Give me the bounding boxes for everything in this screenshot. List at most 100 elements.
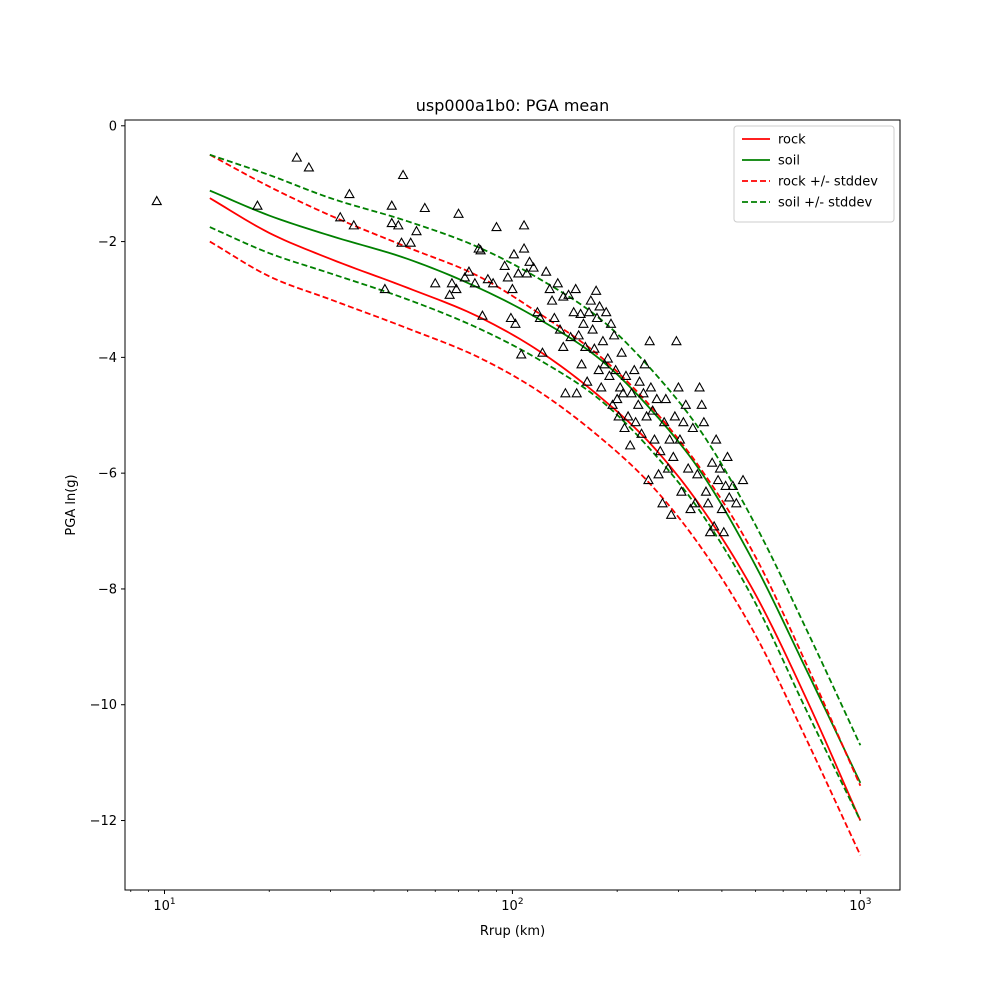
data-point xyxy=(334,211,346,222)
data-point xyxy=(603,370,615,380)
data-point xyxy=(499,260,511,270)
x-tick-label: 103 xyxy=(849,897,871,914)
data-point xyxy=(691,468,703,479)
data-point xyxy=(151,195,163,206)
data-point xyxy=(575,308,587,318)
y-tick-label: −4 xyxy=(98,351,117,366)
data-point xyxy=(664,433,676,444)
data-point xyxy=(682,462,694,473)
data-point xyxy=(639,358,651,369)
data-point xyxy=(605,318,617,328)
data-point xyxy=(590,285,602,295)
data-point xyxy=(677,416,689,427)
legend: rock soil rock +/- stddev soil +/- stddev xyxy=(733,125,895,223)
data-point xyxy=(429,277,441,288)
data-point xyxy=(626,387,638,398)
data-point xyxy=(565,331,577,342)
legend-label: soil +/- stddev xyxy=(778,196,873,211)
legend-box xyxy=(733,125,895,223)
data-point xyxy=(687,422,699,433)
data-point xyxy=(696,399,708,409)
data-point xyxy=(600,306,612,317)
data-point xyxy=(252,200,263,210)
data-point xyxy=(518,219,530,230)
data-point xyxy=(469,277,481,288)
data-point xyxy=(636,428,647,438)
data-point xyxy=(559,387,571,398)
legend-label: rock xyxy=(778,133,806,148)
data-point xyxy=(597,335,609,346)
data-point xyxy=(531,306,543,317)
data-point xyxy=(518,242,530,253)
data-point xyxy=(680,399,692,409)
data-point xyxy=(583,306,595,317)
data-point xyxy=(727,480,739,490)
data-point xyxy=(570,283,582,294)
data-point xyxy=(611,393,623,404)
data-point xyxy=(613,410,625,421)
data-point xyxy=(476,310,488,320)
data-point xyxy=(508,248,520,259)
data-point xyxy=(669,410,681,421)
data-point xyxy=(591,312,603,323)
data-point xyxy=(379,283,391,294)
data-point xyxy=(554,323,566,334)
y-tick-label: −2 xyxy=(98,235,117,250)
data-point xyxy=(730,497,742,508)
data-point xyxy=(723,491,735,502)
data-point xyxy=(453,208,464,218)
data-point xyxy=(718,526,730,537)
data-point xyxy=(632,399,644,409)
data-point xyxy=(521,267,533,278)
data-point xyxy=(685,503,696,514)
data-point xyxy=(419,202,431,213)
data-point xyxy=(386,217,398,228)
series-line-soil-stddev xyxy=(209,153,862,746)
data-point xyxy=(557,341,569,351)
data-point xyxy=(576,358,587,369)
data-point xyxy=(581,376,593,386)
legend-label: rock +/- stddev xyxy=(778,175,878,190)
data-point xyxy=(694,381,705,392)
data-point xyxy=(450,283,462,294)
data-point xyxy=(644,335,656,346)
data-point xyxy=(665,509,677,519)
data-point xyxy=(720,480,732,490)
data-point xyxy=(392,219,404,230)
y-axis-label: PGA ln(g) xyxy=(64,474,79,535)
data-point xyxy=(446,277,458,288)
data-point xyxy=(672,381,684,392)
data-point xyxy=(573,329,585,340)
data-point xyxy=(714,462,726,473)
data-point xyxy=(716,503,728,514)
data-point xyxy=(689,497,701,508)
data-point xyxy=(534,312,546,323)
data-point xyxy=(594,300,605,311)
x-tick-label: 102 xyxy=(501,897,523,914)
data-point xyxy=(563,289,575,299)
data-point xyxy=(658,416,670,427)
data-points xyxy=(151,152,749,537)
data-point xyxy=(607,399,619,409)
data-point xyxy=(649,433,660,444)
data-point xyxy=(660,393,672,404)
data-point xyxy=(641,410,653,421)
data-point xyxy=(667,451,679,461)
data-point xyxy=(303,161,315,172)
data-point xyxy=(654,445,666,456)
data-point xyxy=(737,474,749,485)
data-point xyxy=(540,266,552,276)
data-point xyxy=(708,520,720,531)
data-point xyxy=(712,474,724,485)
data-point xyxy=(397,169,409,180)
data-point xyxy=(482,273,494,284)
data-point xyxy=(700,486,712,496)
series-line-rock xyxy=(209,197,862,821)
y-tick-label: −8 xyxy=(98,582,117,597)
data-point xyxy=(491,221,502,232)
data-point xyxy=(396,237,407,247)
data-point xyxy=(634,376,646,386)
series-line-soil xyxy=(209,189,862,784)
data-point xyxy=(593,364,605,375)
